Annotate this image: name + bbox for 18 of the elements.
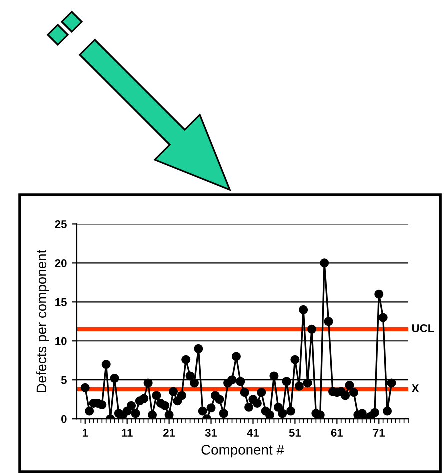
y-axis-title: Defects per component	[36, 250, 50, 392]
ref-line-label: UCL	[412, 324, 434, 332]
ref-line-label: X	[412, 384, 420, 392]
y-tick-label: 10	[56, 337, 67, 346]
x-tick-label: 11	[122, 429, 133, 437]
y-tick-label: 20	[55, 259, 67, 268]
x-tick-label: 51	[289, 429, 302, 437]
x-tick-label: 41	[247, 429, 260, 437]
x-tick-label: 1	[82, 429, 88, 437]
y-tick-label: 25	[55, 220, 67, 228]
x-tick-label: 61	[331, 429, 344, 437]
x-tick-label: 71	[373, 429, 386, 437]
y-tick-label: 0	[62, 415, 67, 424]
x-axis-title: Component #	[202, 445, 284, 458]
y-tick-label: 5	[61, 376, 67, 384]
y-tick-label: 15	[56, 298, 67, 306]
x-tick-label: 31	[205, 429, 218, 437]
x-tick-label: 21	[164, 429, 176, 437]
